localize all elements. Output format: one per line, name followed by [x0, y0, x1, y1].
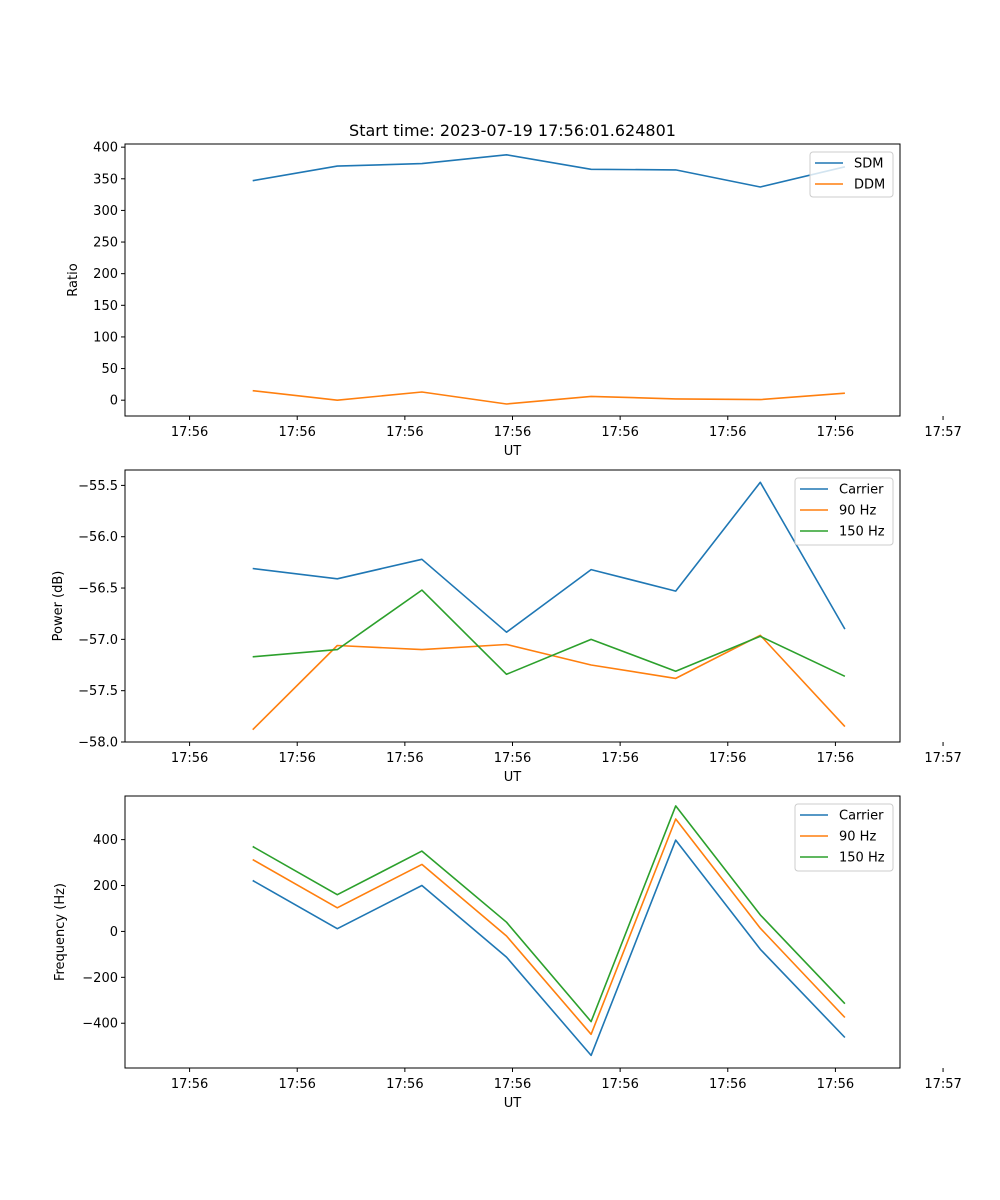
x-axis-label: UT [504, 1096, 522, 1111]
y-tick-label: 100 [93, 330, 118, 345]
legend-box [794, 477, 894, 546]
x-tick-label: 17:56 [278, 751, 315, 766]
y-tick-label: −400 [82, 1017, 118, 1032]
x-tick-label: 17:56 [171, 751, 208, 766]
axes-frame [124, 469, 901, 743]
legend-label: 90 Hz [839, 830, 876, 845]
x-tick-label: 17:56 [817, 425, 854, 440]
series-line-150-hz [252, 805, 846, 1023]
y-axis-label: Ratio [66, 263, 81, 296]
subplot-1: 17:56 17:56 17:56 17:56 17:56 17:56 17:56 17:57… [66, 141, 962, 459]
y-tick-label: −57.0 [78, 633, 118, 648]
x-axis-label: UT [504, 444, 522, 459]
x-tick-label: 17:56 [171, 1077, 208, 1092]
y-tick-label: 250 [93, 236, 118, 251]
y-tick-label: −57.5 [78, 684, 118, 699]
legend-label: 150 Hz [839, 525, 885, 540]
y-axis-label: Frequency (Hz) [53, 883, 68, 981]
y-tick-label: 350 [93, 172, 118, 187]
series-line-carrier [252, 481, 846, 634]
series-line-sdm [252, 154, 846, 188]
legend-label: Carrier [839, 809, 884, 824]
x-tick-label: 17:57 [924, 751, 961, 766]
legend-label: DDM [854, 178, 885, 193]
legend-label: Carrier [839, 483, 884, 498]
subplot-2: 17:56 17:56 17:56 17:56 17:56 17:56 17:56 17:57… [51, 469, 962, 785]
x-tick-label: 17:56 [601, 751, 638, 766]
y-tick-label: 0 [110, 925, 118, 940]
y-tick-label: −55.5 [78, 479, 118, 494]
legend-label: 150 Hz [839, 851, 885, 866]
y-tick-label: −56.5 [78, 582, 118, 597]
y-tick-label: −200 [82, 971, 118, 986]
x-tick-label: 17:56 [386, 1077, 423, 1092]
x-tick-label: 17:56 [278, 425, 315, 440]
legend-label: 90 Hz [839, 504, 876, 519]
y-tick-label: 400 [93, 141, 118, 156]
x-tick-label: 17:56 [817, 751, 854, 766]
x-tick-label: 17:56 [709, 1077, 746, 1092]
y-tick-label: 200 [93, 267, 118, 282]
x-tick-label: 17:56 [817, 1077, 854, 1092]
x-tick-label: 17:56 [709, 751, 746, 766]
x-tick-label: 17:56 [601, 425, 638, 440]
x-tick-label: 17:56 [494, 425, 531, 440]
y-axis-label: Power (dB) [51, 571, 66, 642]
series-line-ddm [252, 389, 845, 405]
y-tick-label: 150 [93, 299, 118, 314]
axes-frame [124, 143, 901, 417]
x-tick-label: 17:56 [494, 1077, 531, 1092]
series-line-150-hz [252, 589, 846, 678]
x-tick-label: 17:56 [386, 425, 423, 440]
axes-frame [124, 795, 901, 1069]
x-tick-label: 17:56 [278, 1077, 315, 1092]
y-tick-label: 300 [93, 204, 118, 219]
legend-box [794, 803, 894, 872]
subplots: 17:56 17:56 17:56 17:56 17:56 17:56 17:56 17:57… [51, 141, 962, 1111]
x-tick-label: 17:56 [171, 425, 208, 440]
legend-label: SDM [854, 157, 883, 172]
y-tick-label: −56.0 [78, 530, 118, 545]
x-tick-label: 17:56 [494, 751, 531, 766]
series-line-90-hz [252, 634, 846, 731]
y-tick-label: 50 [101, 362, 118, 377]
series-line-carrier [252, 839, 846, 1057]
legend: SDM DDM [809, 151, 894, 198]
y-tick-label: 200 [93, 879, 118, 894]
x-tick-label: 17:56 [709, 425, 746, 440]
legend: Carrier 90 Hz 150 Hz [794, 803, 894, 872]
x-tick-label: 17:57 [924, 1077, 961, 1092]
figure-title: Start time: 2023-07-19 17:56:01.624801 [349, 121, 676, 140]
subplot-3: 17:56 17:56 17:56 17:56 17:56 17:56 17:56 17:57… [53, 795, 962, 1111]
y-tick-label: 0 [110, 394, 118, 409]
x-tick-label: 17:56 [601, 1077, 638, 1092]
x-tick-label: 17:56 [386, 751, 423, 766]
y-tick-label: −58.0 [78, 736, 118, 751]
y-tick-label: 400 [93, 833, 118, 848]
x-tick-label: 17:57 [924, 425, 961, 440]
x-axis-label: UT [504, 770, 522, 785]
series-line-90-hz [252, 818, 846, 1036]
legend: Carrier 90 Hz 150 Hz [794, 477, 894, 546]
